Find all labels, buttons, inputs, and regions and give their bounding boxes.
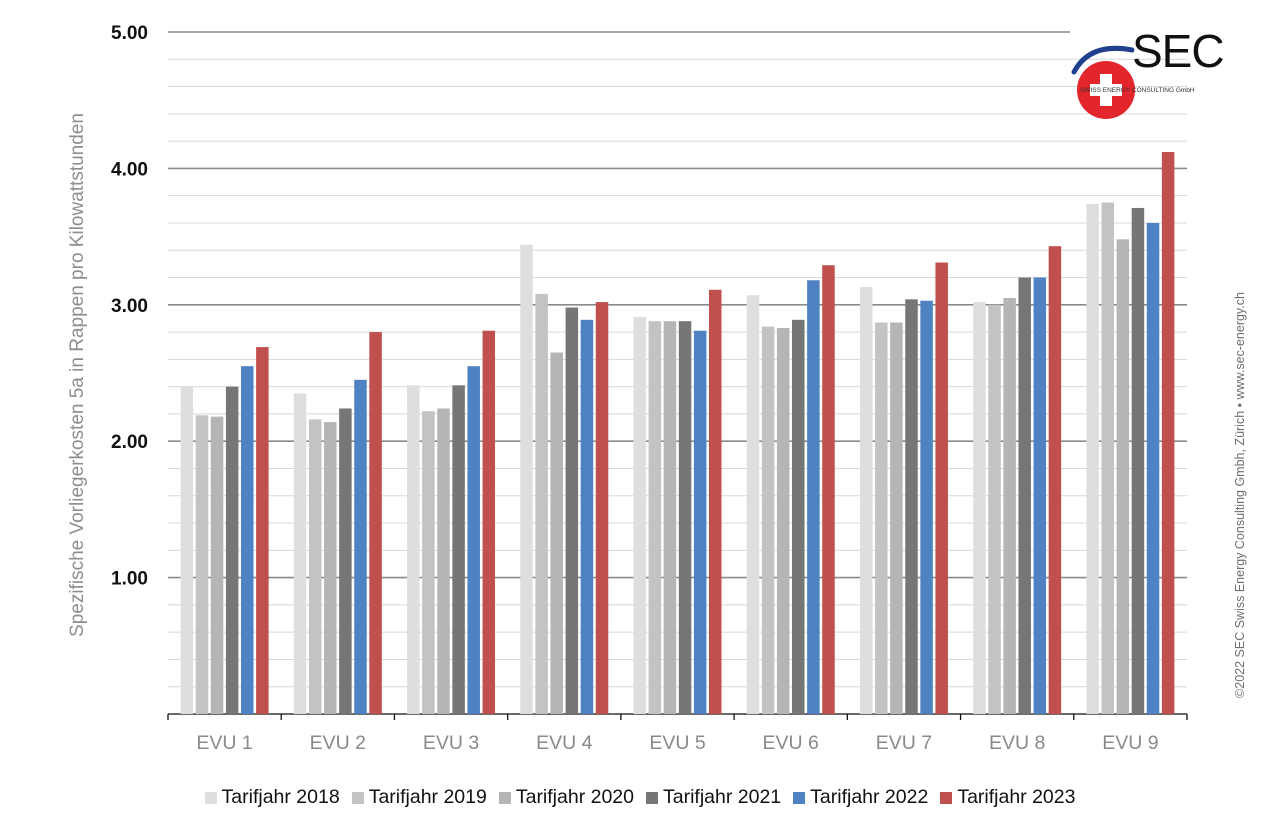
bar: [648, 321, 662, 714]
bar: [580, 319, 594, 714]
legend-swatch: [351, 791, 364, 804]
bar: [339, 408, 352, 714]
x-tick-label: EVU 6: [763, 732, 819, 754]
bar: [709, 289, 722, 714]
bar: [308, 419, 322, 714]
bar: [746, 295, 760, 714]
legend-label: Tarifjahr 2019: [368, 786, 487, 808]
sec-logo: SEC SWISS ENERGY CONSULTING GmbH: [1070, 24, 1230, 124]
bar: [693, 330, 707, 714]
legend-swatch: [940, 791, 953, 804]
legend-item: Tarifjahr 2022: [793, 786, 928, 809]
bar: [452, 385, 465, 714]
bar: [467, 366, 480, 714]
bar: [1086, 203, 1099, 714]
x-tick-label: EVU 7: [876, 732, 932, 754]
bar: [520, 244, 533, 714]
bar: [210, 416, 224, 714]
bar: [369, 332, 382, 714]
legend-swatch: [498, 791, 511, 804]
y-tick-label: 1.00: [111, 569, 148, 590]
legend-label: Tarifjahr 2021: [663, 786, 782, 808]
bar: [1161, 152, 1175, 715]
bar: [1146, 222, 1160, 714]
legend-swatch: [793, 791, 806, 804]
bar: [535, 293, 548, 714]
legend-label: Tarifjahr 2018: [221, 786, 340, 808]
legend-swatch: [646, 791, 658, 804]
legend-item: Tarifjahr 2018: [204, 786, 340, 809]
bar: [437, 408, 450, 714]
swiss-cross-icon: [1071, 45, 1135, 119]
bar: [973, 302, 986, 714]
bar: [241, 366, 254, 714]
bar: [354, 379, 367, 714]
bar: [565, 307, 579, 714]
bar: [1048, 246, 1062, 714]
y-tick-label: 5.00: [111, 23, 148, 44]
y-axis-title: Spezifische Vorliegerkosten 5a in Rappen…: [67, 113, 88, 637]
logo-text: SEC: [1132, 25, 1225, 77]
bar: [678, 321, 692, 714]
bar: [859, 287, 873, 714]
bar: [195, 415, 209, 714]
bar: [1116, 239, 1130, 714]
x-tick-label: EVU 5: [649, 732, 706, 754]
bar: [935, 262, 948, 714]
bar: [1101, 202, 1114, 714]
x-tick-label: EVU 1: [196, 732, 252, 754]
logo-subtext: SWISS ENERGY CONSULTING GmbH: [1080, 87, 1195, 94]
y-tick-label: 2.00: [111, 432, 148, 453]
x-tick-label: EVU 8: [989, 732, 1045, 754]
bar: [988, 304, 1001, 714]
bar: [905, 299, 918, 714]
bar: [807, 280, 820, 714]
bar: [595, 302, 609, 714]
y-tick-label: 3.00: [111, 296, 148, 317]
legend-item: Tarifjahr 2020: [498, 786, 634, 809]
bar: [225, 386, 239, 714]
copyright-note: ©2022 SEC Swiss Energy Consulting Gmbh, …: [1233, 292, 1247, 698]
bar: [920, 300, 933, 714]
bar: [663, 321, 677, 714]
legend-label: Tarifjahr 2020: [515, 786, 634, 808]
bar: [482, 330, 496, 714]
bar: [1018, 277, 1031, 714]
bar: [256, 347, 269, 714]
x-tick-label: EVU 9: [1102, 732, 1158, 754]
bar: [875, 322, 888, 714]
x-tick-label: EVU 4: [536, 732, 593, 754]
bar: [180, 386, 194, 714]
bar: [324, 422, 337, 714]
legend-swatch: [204, 791, 217, 804]
x-tick-label: EVU 3: [423, 732, 479, 754]
bar: [407, 385, 420, 714]
bar: [822, 265, 835, 714]
bar: [422, 411, 435, 714]
legend: Tarifjahr 2018 Tarifjahr 2019 Tarifjahr 20…: [0, 786, 1280, 809]
bar: [792, 319, 805, 714]
legend-item: Tarifjahr 2023: [940, 786, 1075, 809]
bar: [1131, 207, 1145, 714]
legend-label: Tarifjahr 2023: [957, 786, 1076, 808]
bar: [550, 352, 563, 714]
bar: [1003, 297, 1016, 714]
y-tick-label: 4.00: [111, 159, 148, 180]
bar: [293, 393, 307, 714]
bar: [633, 317, 646, 714]
bar: [1033, 277, 1047, 714]
legend-item: Tarifjahr 2021: [646, 786, 781, 809]
legend-item: Tarifjahr 2019: [351, 786, 487, 809]
bar: [776, 327, 790, 714]
x-tick-label: EVU 2: [310, 732, 366, 754]
bar: [761, 326, 775, 714]
legend-label: Tarifjahr 2022: [810, 786, 929, 808]
bar: [890, 322, 903, 714]
